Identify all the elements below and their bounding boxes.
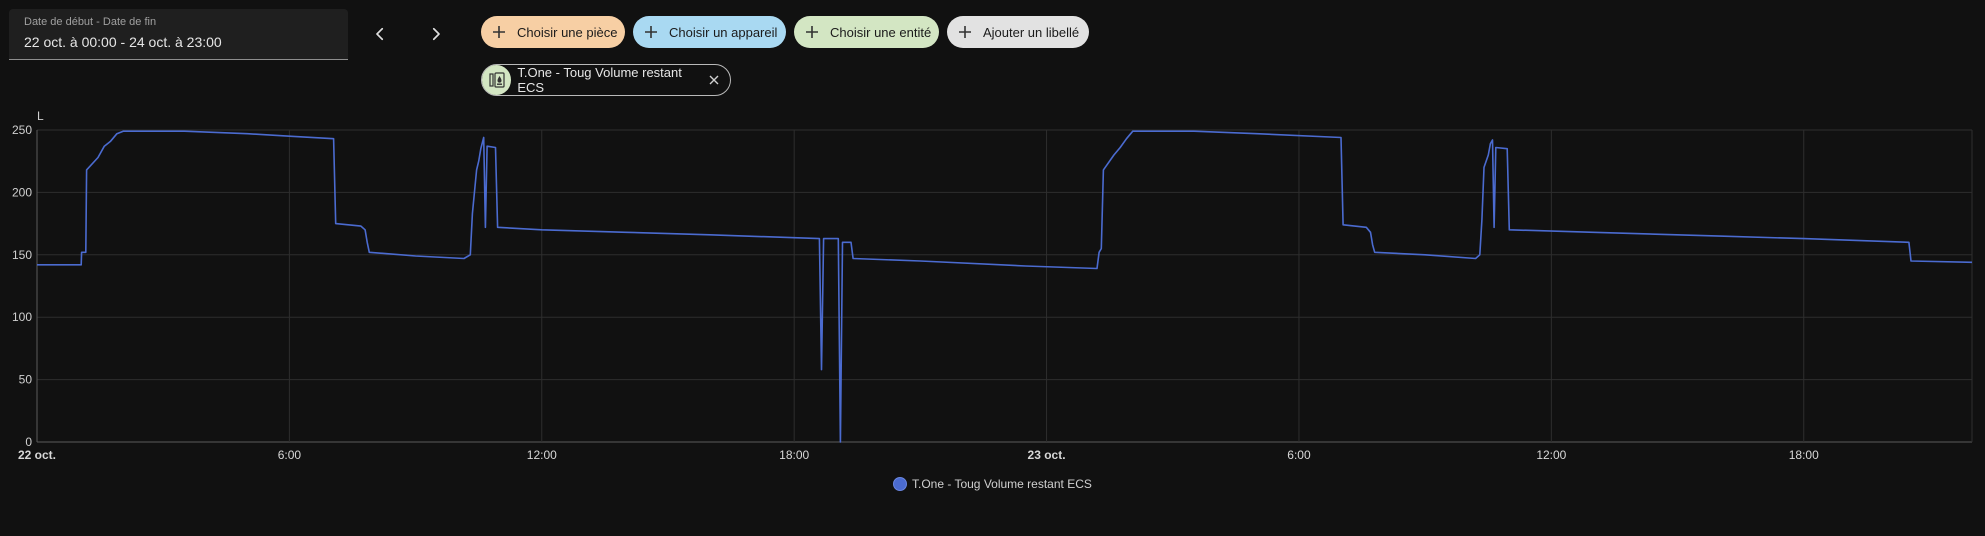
x-tick-label: 6:00 xyxy=(1287,448,1311,462)
y-tick-label: 150 xyxy=(12,248,32,262)
plus-icon xyxy=(958,25,972,39)
add-label-chip[interactable]: Ajouter un libellé xyxy=(947,16,1089,48)
close-icon[interactable] xyxy=(708,74,720,86)
next-period-button[interactable] xyxy=(420,18,452,50)
legend-color-dot xyxy=(893,477,907,491)
plus-icon xyxy=(644,25,658,39)
x-axis-ticks: 22 oct. 6:00 12:00 18:00 23 oct. 6:00 12:00 18:… xyxy=(18,448,1819,462)
chevron-right-icon xyxy=(432,27,440,41)
chart-grid xyxy=(36,129,1973,443)
y-axis-ticks: 0 50 100 150 200 250 xyxy=(12,123,32,449)
plus-icon xyxy=(492,25,506,39)
chip-label: Choisir un appareil xyxy=(669,24,778,40)
plus-icon xyxy=(805,25,819,39)
chip-label: Choisir une pièce xyxy=(517,24,618,40)
date-range-value[interactable]: 22 oct. à 00:00 - 24 oct. à 23:00 xyxy=(24,34,222,50)
chip-label: Choisir une entité xyxy=(830,24,932,40)
x-tick-label: 18:00 xyxy=(779,448,809,462)
chevron-left-icon xyxy=(376,27,384,41)
y-tick-label: 0 xyxy=(25,435,32,449)
x-tick-label: 22 oct. xyxy=(18,448,56,462)
series-line xyxy=(37,130,1973,443)
y-tick-label: 50 xyxy=(19,373,33,387)
choose-area-chip[interactable]: Choisir une pièce xyxy=(481,16,625,48)
chart-series xyxy=(37,130,1973,443)
x-tick-label: 12:00 xyxy=(1536,448,1566,462)
choose-entity-chip[interactable]: Choisir une entité xyxy=(794,16,939,48)
date-range-label: Date de début - Date de fin xyxy=(24,16,157,28)
chip-label: Ajouter un libellé xyxy=(983,24,1080,40)
y-tick-label: 200 xyxy=(12,185,32,199)
choose-device-chip[interactable]: Choisir un appareil xyxy=(633,16,786,48)
previous-period-button[interactable] xyxy=(364,18,396,50)
selected-entity-chip[interactable]: T.One - Toug Volume restant ECS xyxy=(481,64,731,96)
selected-entity-label: T.One - Toug Volume restant ECS xyxy=(517,65,682,95)
y-tick-label: 250 xyxy=(12,123,32,137)
y-axis-unit-label: L xyxy=(37,109,44,123)
x-tick-label: 23 oct. xyxy=(1028,448,1066,462)
water-heater-icon xyxy=(482,65,512,95)
chart-legend-item[interactable]: T.One - Toug Volume restant ECS xyxy=(893,477,1092,491)
x-tick-label: 12:00 xyxy=(527,448,557,462)
x-tick-label: 6:00 xyxy=(278,448,302,462)
x-tick-label: 18:00 xyxy=(1789,448,1819,462)
y-tick-label: 100 xyxy=(12,310,32,324)
date-range-picker[interactable]: Date de début - Date de fin 22 oct. à 00… xyxy=(9,9,348,60)
legend-label: T.One - Toug Volume restant ECS xyxy=(912,477,1092,491)
